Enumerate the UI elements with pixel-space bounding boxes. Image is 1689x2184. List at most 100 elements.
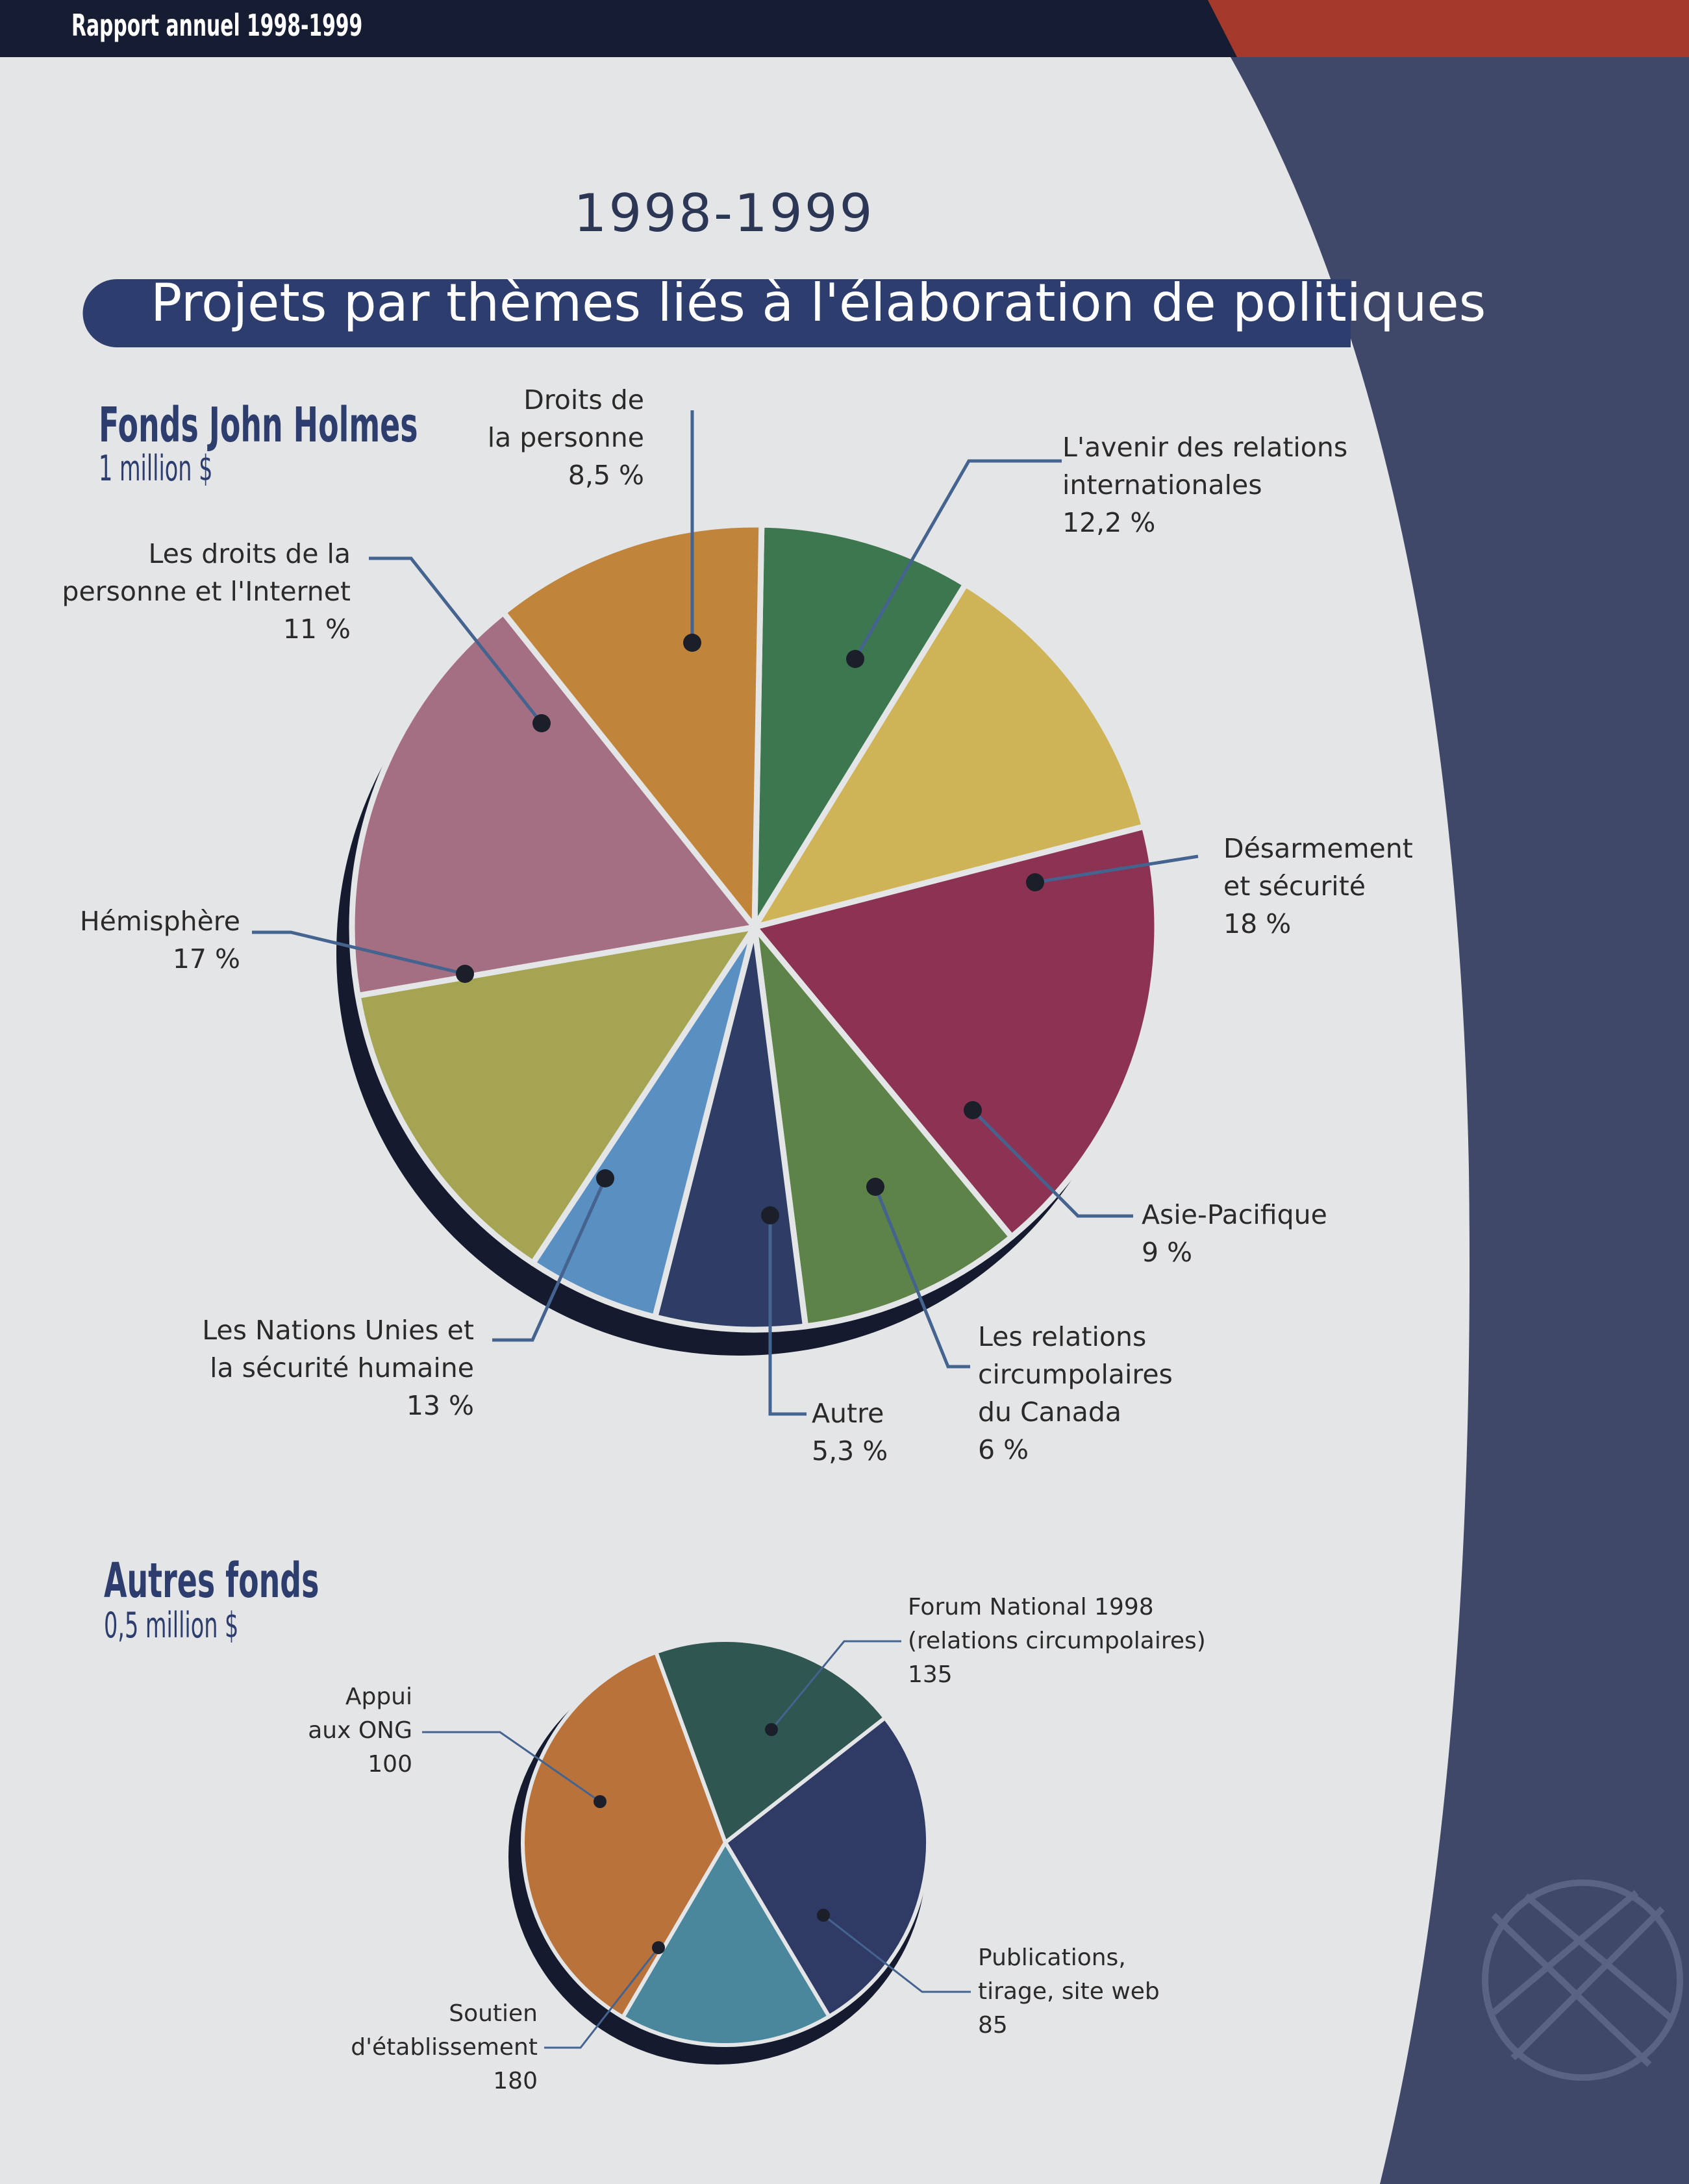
fund-title-autres: Autres fonds: [104, 1553, 319, 1609]
label-nations-line1: Les Nations Unies et: [202, 1315, 474, 1346]
label-hemisphere-value: 17 %: [172, 943, 240, 974]
label-desarmement-line2: et sécurité: [1223, 871, 1366, 902]
pie-holmes: [349, 521, 1160, 1333]
leader-dot-8: [532, 714, 551, 732]
label-internet-value: 11 %: [282, 614, 351, 645]
leader-line-3: [971, 1109, 1133, 1218]
leader-dot-10: [594, 1795, 607, 1808]
pie-slice-holmes-8: [500, 521, 765, 930]
label-forum-value: 135: [908, 1661, 953, 1688]
label-forum-national: Forum National 1998 (relations circumpol…: [908, 1591, 1206, 1692]
leader-line-2: [1034, 854, 1199, 884]
label-droits-value: 8,5 %: [568, 460, 644, 491]
label-appui-ong: Appui aux ONG 100: [260, 1680, 412, 1781]
pie-slice-autres-2: [521, 1650, 727, 2020]
leader-dot-3: [964, 1101, 982, 1119]
label-hemisphere: Hémisphère 17 %: [52, 902, 240, 978]
fund-amount-autres: 0,5 million $: [104, 1605, 239, 1646]
pie-slice-holmes-2: [751, 823, 1160, 1240]
label-nations-line2: la sécurité humaine: [210, 1352, 474, 1384]
page-year: 1998-1999: [573, 183, 875, 243]
label-autre: Autre 5,3 %: [812, 1395, 888, 1470]
leader-dot-11: [817, 1909, 830, 1922]
label-forum-line2: (relations circumpolaires): [908, 1628, 1206, 1654]
leader-dot-6: [596, 1169, 614, 1187]
leader-dot-7: [456, 965, 474, 983]
title-banner: [82, 279, 1351, 347]
leader-dot-1: [846, 650, 864, 668]
leader-dot-5: [761, 1206, 779, 1224]
label-publications: Publications, tirage, site web 85: [978, 1941, 1160, 2042]
page-banner-title: Projets par thèmes liés à l'élaboration …: [151, 273, 1486, 333]
label-autre-value: 5,3 %: [812, 1435, 888, 1467]
pie-slice-holmes-3: [751, 924, 1015, 1330]
leader-lines: [252, 410, 1199, 2049]
label-soutien-value: 180: [493, 2068, 538, 2094]
pie-autres: [521, 1638, 931, 2047]
label-asie-pacifique: Asie-Pacifique 9 %: [1142, 1196, 1327, 1271]
label-internet-line2: personne et l'Internet: [62, 576, 351, 607]
label-circum-value: 6 %: [978, 1434, 1029, 1465]
label-desarmement: Désarmement et sécurité 18 %: [1223, 830, 1413, 943]
label-autre-line1: Autre: [812, 1398, 884, 1429]
label-nations-value: 13 %: [406, 1390, 474, 1421]
fund-amount-holmes: 1 million $: [99, 448, 213, 489]
label-droits-personne: Droits de la personne 8,5 %: [455, 381, 644, 494]
leader-line-11: [823, 1914, 971, 1993]
label-circum-line1: Les relations: [978, 1321, 1147, 1352]
label-desarmement-line1: Désarmement: [1223, 833, 1413, 864]
pie-slice-autres-3: [654, 1638, 887, 1844]
pie-slice-autres-1: [621, 1841, 831, 2047]
label-avenir-line1: L'avenir des relations: [1062, 432, 1348, 463]
label-droits-line1: Droits de: [523, 384, 644, 416]
leader-line-8: [369, 556, 543, 725]
leader-line-12: [544, 1947, 660, 2049]
label-appui-line1: Appui: [345, 1683, 412, 1710]
leader-line-7: [252, 930, 466, 976]
leader-line-6: [492, 1177, 607, 1342]
label-appui-value: 100: [368, 1751, 412, 1778]
leader-line-1: [853, 459, 1062, 660]
label-avenir-value: 12,2 %: [1062, 507, 1156, 538]
leader-dot-0: [683, 634, 701, 652]
label-publications-value: 85: [978, 2012, 1008, 2039]
label-soutien: Soutien d'établissement 180: [325, 1997, 538, 2098]
leader-dot-12: [652, 1941, 665, 1954]
globe-watermark-icon: [1482, 1880, 1683, 2081]
label-publications-line1: Publications,: [978, 1944, 1126, 1971]
label-soutien-line2: d'établissement: [351, 2034, 538, 2061]
leader-dot-9: [765, 1723, 778, 1736]
label-internet-line1: Les droits de la: [148, 538, 351, 569]
label-circum-line3: du Canada: [978, 1396, 1122, 1428]
label-desarmement-value: 18 %: [1223, 908, 1292, 939]
label-forum-line1: Forum National 1998: [908, 1594, 1154, 1620]
label-publications-line2: tirage, site web: [978, 1978, 1160, 2005]
leader-line-4: [873, 1186, 970, 1369]
pie-slice-holmes-6: [355, 924, 758, 1267]
leader-line-5: [768, 1215, 807, 1416]
label-soutien-line1: Soutien: [449, 2000, 538, 2027]
label-nations-unies: Les Nations Unies et la sécurité humaine…: [130, 1311, 474, 1424]
label-avenir-relations: L'avenir des relations internationales 1…: [1062, 428, 1347, 541]
label-asie-line1: Asie-Pacifique: [1142, 1199, 1327, 1230]
pie-slice-holmes-7: [349, 609, 758, 999]
side-band: [1231, 57, 1689, 2184]
label-appui-line2: aux ONG: [308, 1717, 412, 1744]
label-droits-internet: Les droits de la personne et l'Internet …: [52, 535, 351, 648]
leader-dot-2: [1026, 873, 1044, 891]
pie-slice-autres-0: [723, 1715, 931, 2018]
label-droits-line2: la personne: [487, 422, 644, 453]
leader-line-10: [422, 1731, 601, 1803]
fund-title-holmes: Fonds John Holmes: [99, 397, 418, 453]
label-avenir-line2: internationales: [1062, 469, 1262, 501]
pie-slice-holmes-1: [751, 581, 1147, 930]
leader-line-9: [770, 1640, 901, 1730]
label-circum-line2: circumpolaires: [978, 1359, 1173, 1390]
label-asie-value: 9 %: [1142, 1237, 1193, 1268]
pie-slice-holmes-4: [652, 924, 809, 1333]
leader-dot-4: [866, 1178, 884, 1196]
pie-slice-holmes-0: [751, 521, 969, 930]
header-title: Rapport annuel 1998-1999: [71, 8, 363, 43]
